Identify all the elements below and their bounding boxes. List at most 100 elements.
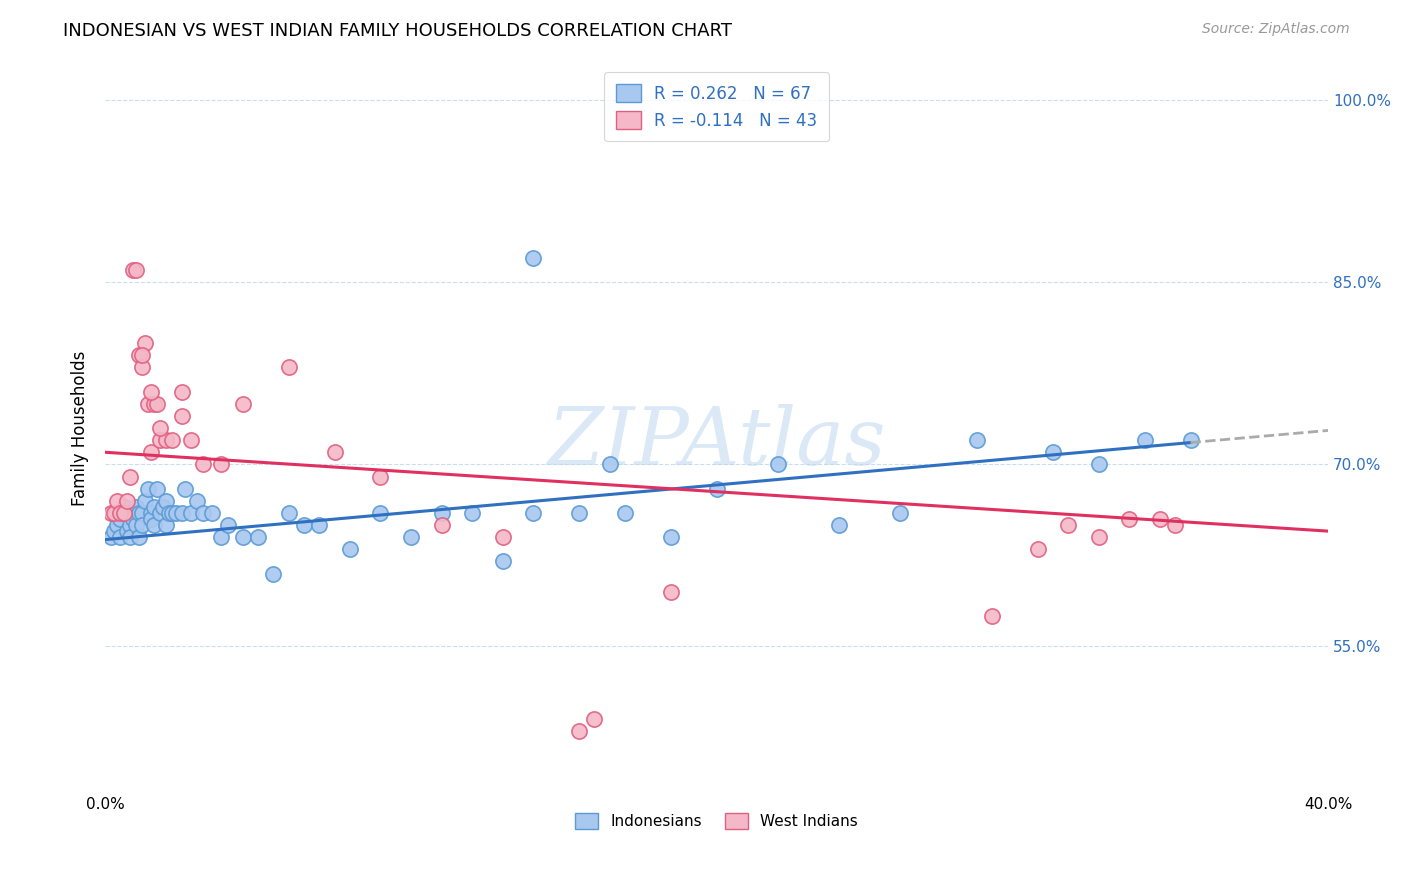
Point (139, 512, 162, 526)
Point (277, 506, 299, 520)
Point (155, 493, 177, 508)
Point (583, 712, 606, 726)
Point (522, 251, 544, 265)
Point (157, 506, 180, 520)
Point (1057, 518, 1080, 533)
Point (247, 530, 270, 544)
Point (180, 506, 202, 520)
Point (599, 458, 621, 472)
Point (180, 433, 202, 447)
Point (1088, 530, 1111, 544)
Point (125, 263, 148, 277)
Point (100, 530, 122, 544)
Point (1149, 512, 1171, 526)
Point (136, 397, 159, 411)
Point (1088, 458, 1111, 472)
Point (131, 506, 153, 520)
Point (262, 566, 284, 581)
Point (209, 530, 232, 544)
Point (121, 512, 143, 526)
Point (107, 493, 129, 508)
Point (889, 506, 911, 520)
Point (131, 518, 153, 533)
Point (107, 518, 129, 533)
Point (1118, 512, 1140, 526)
Point (613, 506, 636, 520)
Point (115, 506, 138, 520)
Point (828, 518, 851, 533)
Point (112, 506, 135, 520)
Point (112, 500, 135, 514)
Point (146, 397, 169, 411)
Point (430, 506, 453, 520)
Point (143, 397, 166, 411)
Point (162, 433, 184, 447)
Point (232, 530, 254, 544)
Point (155, 518, 177, 533)
Point (370, 469, 392, 483)
Point (277, 360, 299, 375)
Point (1180, 433, 1202, 447)
Point (706, 482, 728, 496)
Point (232, 397, 254, 411)
Point (136, 482, 159, 496)
Point (217, 518, 239, 533)
Point (522, 506, 544, 520)
Point (143, 500, 166, 514)
Point (128, 348, 150, 362)
Point (149, 506, 172, 520)
Point (103, 524, 125, 538)
Point (1133, 433, 1156, 447)
Point (209, 458, 232, 472)
Point (121, 263, 143, 277)
Point (430, 518, 453, 533)
Point (149, 433, 172, 447)
Point (292, 518, 315, 533)
Text: INDONESIAN VS WEST INDIAN FAMILY HOUSEHOLDS CORRELATION CHART: INDONESIAN VS WEST INDIAN FAMILY HOUSEHO… (63, 22, 733, 40)
Point (149, 421, 172, 435)
Point (399, 530, 422, 544)
Point (980, 609, 1002, 624)
Text: Source: ZipAtlas.com: Source: ZipAtlas.com (1202, 22, 1350, 37)
Point (100, 506, 122, 520)
Point (170, 409, 193, 423)
Point (659, 530, 682, 544)
Point (134, 493, 156, 508)
Point (125, 518, 148, 533)
Point (568, 724, 591, 739)
Point (339, 542, 361, 557)
Legend: Indonesians, West Indians: Indonesians, West Indians (569, 806, 865, 835)
Point (103, 506, 125, 520)
Point (131, 348, 153, 362)
Point (125, 500, 148, 514)
Point (1042, 445, 1064, 459)
Point (139, 506, 162, 520)
Point (128, 530, 150, 544)
Point (110, 512, 132, 526)
Point (131, 360, 153, 375)
Point (115, 524, 138, 538)
Point (191, 458, 214, 472)
Point (461, 506, 484, 520)
Point (134, 336, 156, 351)
Point (110, 530, 132, 544)
Point (155, 433, 177, 447)
Point (568, 506, 591, 520)
Point (143, 518, 166, 533)
Point (121, 506, 143, 520)
Point (165, 506, 187, 520)
Point (118, 518, 141, 533)
Point (323, 445, 346, 459)
Point (170, 506, 193, 520)
Point (659, 584, 682, 599)
Point (128, 506, 150, 520)
Point (492, 554, 515, 568)
Point (139, 384, 162, 399)
Point (152, 500, 174, 514)
Point (492, 530, 515, 544)
Point (201, 506, 224, 520)
Point (110, 506, 132, 520)
Point (118, 530, 141, 544)
Point (162, 506, 184, 520)
Point (118, 469, 141, 483)
